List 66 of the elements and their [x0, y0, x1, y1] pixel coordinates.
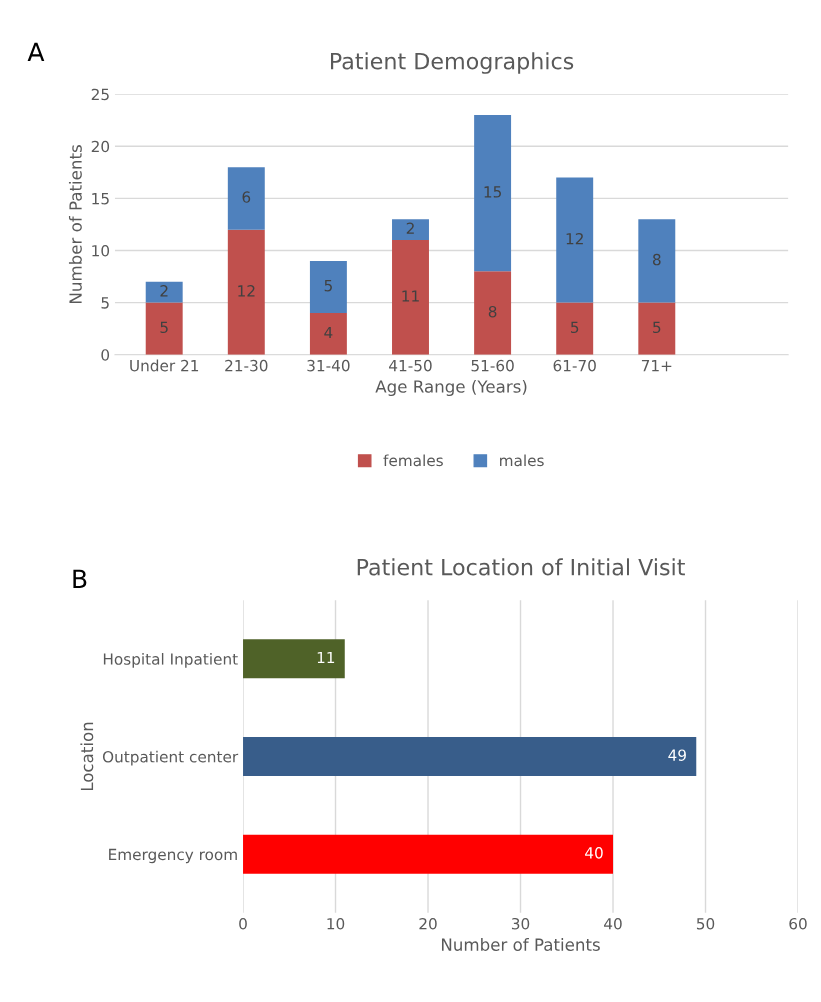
- bar: [556, 177, 594, 303]
- x-tick-label: 61-70: [553, 359, 596, 372]
- y-tick-label: Emergency room: [109, 848, 237, 864]
- y-axis-title: Number of Patients: [68, 145, 82, 303]
- bar: [638, 302, 676, 355]
- y-axis-title: Location: [80, 722, 94, 791]
- x-tick-label: 21-30: [225, 359, 268, 372]
- data-label: 12: [566, 232, 583, 245]
- data-label: 12: [238, 285, 255, 297]
- bar: [556, 302, 594, 355]
- x-axis-title: Age Range (Years): [375, 379, 527, 397]
- bar: [145, 302, 183, 355]
- data-label: 6: [242, 191, 251, 203]
- bar: [309, 313, 347, 355]
- data-label: 2: [406, 222, 414, 234]
- bar: [392, 240, 429, 355]
- y-tick-label: 15: [92, 193, 109, 205]
- legend-label: males: [500, 454, 544, 467]
- y-tick-label: 0: [101, 349, 110, 361]
- y-tick-label: Hospital Inpatient: [103, 653, 238, 668]
- x-tick-label: 41-50: [389, 359, 432, 372]
- data-label: 8: [652, 253, 661, 266]
- data-label: 5: [324, 280, 332, 292]
- bar: [638, 219, 676, 303]
- data-label: 15: [484, 186, 501, 198]
- chart-title: Patient Location of Initial Visit: [357, 558, 685, 576]
- chart-title: Patient Demographics: [330, 52, 574, 74]
- bar: [227, 229, 265, 355]
- bar: [243, 736, 697, 777]
- x-tick-label: 60: [789, 917, 807, 930]
- y-tick-label: Outpatient center: [102, 750, 239, 766]
- data-label: 5: [653, 321, 661, 334]
- x-tick-label: 0: [239, 917, 247, 930]
- bar: [474, 271, 512, 355]
- x-tick-label: 20: [419, 917, 437, 930]
- data-label: 2: [160, 285, 168, 297]
- x-tick-label: 51-60: [471, 359, 514, 372]
- x-tick-label: 40: [604, 917, 622, 930]
- x-tick-label: 10: [327, 917, 345, 930]
- legend-label: females: [383, 454, 443, 467]
- bar: [474, 115, 512, 272]
- y-tick-label: 10: [92, 244, 110, 257]
- data-label: 8: [488, 305, 497, 318]
- x-tick-label: Under 21: [130, 359, 199, 372]
- x-tick-label: 31-40: [307, 359, 350, 372]
- data-label: 4: [324, 326, 333, 339]
- text: B: [73, 569, 87, 588]
- x-axis-title: Number of Patients: [441, 938, 600, 951]
- data-label: 11: [402, 290, 419, 302]
- text: A: [27, 42, 45, 62]
- bar: [145, 281, 183, 303]
- y-tick-label: 5: [101, 297, 109, 309]
- x-tick-label: 30: [511, 917, 530, 930]
- data-label: 11: [317, 651, 335, 664]
- data-label: 5: [571, 321, 579, 334]
- bar: [227, 167, 265, 230]
- bar: [309, 260, 347, 314]
- data-label: 40: [585, 847, 603, 859]
- bar: [243, 834, 614, 874]
- bar: [392, 219, 429, 241]
- x-tick-label: 71+: [641, 360, 672, 372]
- y-tick-label: 20: [91, 140, 110, 153]
- data-label: 49: [668, 749, 686, 761]
- x-tick-label: 50: [696, 917, 715, 930]
- y-tick-label: 25: [91, 88, 109, 101]
- bar: [243, 639, 345, 679]
